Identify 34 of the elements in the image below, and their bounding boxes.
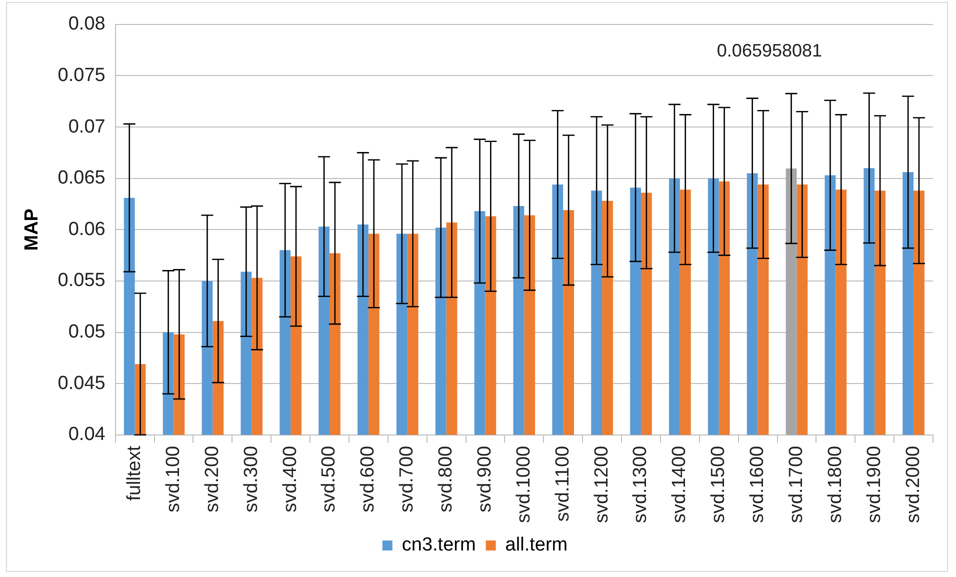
y-tick-label: 0.06 (68, 218, 106, 240)
x-tick-label: svd.1400 (669, 446, 690, 524)
y-tick-label: 0.07 (68, 116, 106, 138)
x-tick-label: svd.1800 (824, 446, 846, 524)
x-tick-label: svd.1200 (591, 446, 612, 524)
y-tick-label: 0.08 (68, 14, 106, 35)
x-tick-label: svd.300 (240, 446, 262, 512)
x-tick-label: svd.1900 (864, 446, 885, 524)
x-tick-label: svd.100 (162, 446, 184, 512)
x-tick-label: svd.1000 (513, 446, 534, 524)
x-tick-label: svd.800 (436, 446, 457, 512)
x-tick-label: svd.400 (280, 446, 301, 512)
y-tick-label: 0.04 (68, 424, 106, 446)
x-tick-label: fulltext (124, 445, 146, 501)
x-tick-label: svd.1700 (786, 446, 807, 524)
x-tick-label: svd.2000 (902, 446, 924, 524)
y-tick-label: 0.065 (58, 168, 106, 189)
y-tick-label: 0.055 (58, 270, 106, 292)
y-axis-title: MAP (22, 208, 43, 251)
x-tick-label: svd.200 (202, 446, 223, 512)
legend-label: cn3.term (402, 534, 476, 556)
x-tick-label: svd.700 (396, 446, 418, 512)
y-tick-label: 0.05 (68, 322, 106, 342)
y-tick-label: 0.045 (58, 372, 106, 394)
x-tick-label: svd.1300 (630, 446, 652, 524)
x-tick-label: svd.500 (318, 446, 340, 512)
annotation: 0.065958081 (716, 40, 822, 60)
legend-label: all.term (505, 534, 568, 556)
x-tick-label: svd.1100 (552, 446, 574, 522)
x-tick-label: svd.600 (358, 446, 379, 512)
y-tick-label: 0.075 (58, 64, 106, 86)
x-tick-label: svd.1600 (747, 446, 768, 524)
x-tick-label: svd.1500 (708, 446, 730, 524)
x-tick-label: svd.900 (474, 446, 496, 512)
